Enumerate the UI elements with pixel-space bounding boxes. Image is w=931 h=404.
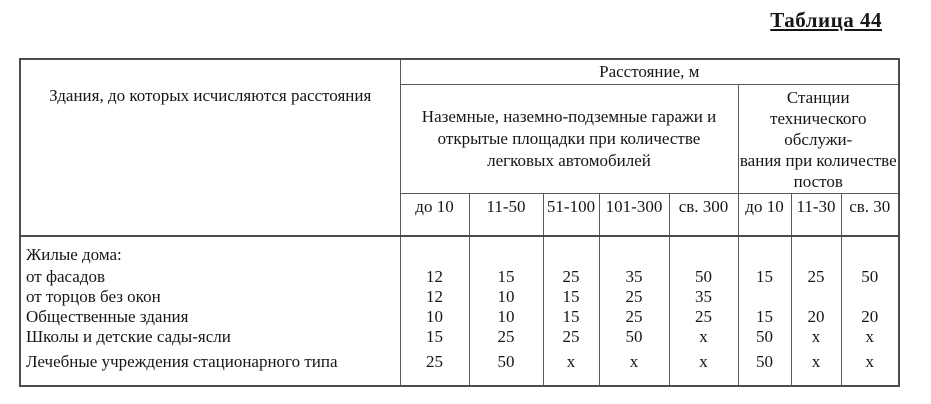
range-header-cell: 51-100 bbox=[542, 193, 599, 237]
header-row-distance: Здания, до которых исчисляются расстояни… bbox=[20, 59, 900, 237]
value-cell: 50 bbox=[468, 347, 543, 386]
table-row: от торцов без окон 12 10 15 25 35 bbox=[20, 287, 900, 307]
value-cell: 50 bbox=[840, 267, 900, 287]
value-cell: 25 bbox=[790, 267, 841, 287]
value-cell: 10 bbox=[468, 307, 543, 327]
header-row-groups: Наземные, наземно-подземные гаражи и отк… bbox=[20, 84, 900, 194]
value-cell bbox=[468, 236, 543, 267]
value-cell: 20 bbox=[840, 307, 900, 327]
value-cell: х bbox=[598, 347, 669, 386]
value-cell: 50 bbox=[598, 327, 669, 347]
value-cell bbox=[598, 236, 669, 267]
stations-group-header: Станции технического обслужи- вания при … bbox=[737, 84, 900, 194]
value-cell: 50 bbox=[737, 327, 791, 347]
value-cell: 25 bbox=[668, 307, 738, 327]
distances-table: Здания, до которых исчисляются расстояни… bbox=[19, 58, 901, 387]
table-row: Общественные здания 10 10 15 25 25 15 20 20 bbox=[20, 307, 900, 327]
value-cell: х bbox=[840, 327, 900, 347]
value-cell bbox=[399, 236, 469, 267]
value-cell bbox=[737, 287, 791, 307]
range-header-cell: 11-30 bbox=[790, 193, 841, 237]
value-cell: 10 bbox=[468, 287, 543, 307]
table-row: Лечебные учреждения стационарного типа 25… bbox=[20, 347, 900, 386]
value-cell: 15 bbox=[737, 267, 791, 287]
value-cell: 15 bbox=[468, 267, 543, 287]
value-cell: 35 bbox=[598, 267, 669, 287]
value-cell: 12 bbox=[399, 287, 469, 307]
range-header-cell: до 10 bbox=[399, 193, 469, 237]
value-cell: х bbox=[790, 327, 841, 347]
value-cell bbox=[668, 236, 738, 267]
row-label: Жилые дома: bbox=[20, 236, 401, 267]
value-cell: х bbox=[542, 347, 599, 386]
table-caption: Таблица 44 bbox=[770, 8, 882, 32]
row-label: от фасадов bbox=[20, 267, 401, 287]
value-cell bbox=[542, 236, 599, 267]
value-cell: 25 bbox=[598, 307, 669, 327]
value-cell: 20 bbox=[790, 307, 841, 327]
table-row: Школы и детские сады-ясли 15 25 25 50 х 50 х х bbox=[20, 327, 900, 347]
garages-group-header: Наземные, наземно-подземные гаражи и отк… bbox=[400, 84, 738, 194]
value-cell: 12 bbox=[399, 267, 469, 287]
row-label: Общественные здания bbox=[20, 307, 401, 327]
value-cell bbox=[790, 236, 841, 267]
header-row-ranges: до 10 11-50 51-100 101-300 св. 300 до 10 11-30… bbox=[20, 193, 900, 237]
range-header-cell: св. 300 bbox=[668, 193, 738, 237]
table-row: от фасадов 12 15 25 35 50 15 25 50 bbox=[20, 267, 900, 287]
value-cell: 15 bbox=[542, 287, 599, 307]
value-cell: 25 bbox=[468, 327, 543, 347]
value-cell: 50 bbox=[668, 267, 738, 287]
value-cell: 15 bbox=[542, 307, 599, 327]
value-cell: 15 bbox=[399, 327, 469, 347]
value-cell: 25 bbox=[598, 287, 669, 307]
value-cell: 25 bbox=[399, 347, 469, 386]
range-header-cell: до 10 bbox=[737, 193, 791, 237]
value-cell: 10 bbox=[399, 307, 469, 327]
table-row: Жилые дома: bbox=[20, 236, 900, 267]
value-cell bbox=[790, 287, 841, 307]
row-label: от торцов без окон bbox=[20, 287, 401, 307]
row-label: Школы и детские сады-ясли bbox=[20, 327, 401, 347]
range-header-cell: св. 30 bbox=[840, 193, 900, 237]
value-cell: 25 bbox=[542, 267, 599, 287]
value-cell: 15 bbox=[737, 307, 791, 327]
value-cell bbox=[840, 287, 900, 307]
value-cell: х bbox=[790, 347, 841, 386]
value-cell: х bbox=[668, 347, 738, 386]
value-cell: 50 bbox=[737, 347, 791, 386]
value-cell: х bbox=[840, 347, 900, 386]
range-header-cell: 101-300 bbox=[598, 193, 669, 237]
value-cell: х bbox=[668, 327, 738, 347]
value-cell bbox=[737, 236, 791, 267]
range-header-cell: 11-50 bbox=[468, 193, 543, 237]
value-cell bbox=[840, 236, 900, 267]
buildings-column-header: Здания, до которых исчисляются расстояни… bbox=[20, 59, 401, 237]
value-cell: 25 bbox=[542, 327, 599, 347]
row-label: Лечебные учреждения стационарного типа bbox=[20, 347, 401, 386]
distance-header: Расстояние, м bbox=[400, 59, 900, 85]
value-cell: 35 bbox=[668, 287, 738, 307]
